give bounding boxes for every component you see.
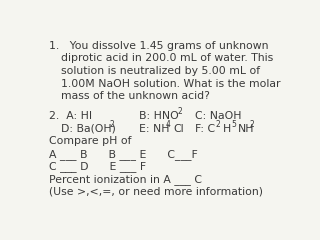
Text: 5: 5 (231, 120, 236, 129)
Text: Cl: Cl (173, 124, 184, 134)
Text: B: HNO: B: HNO (139, 111, 179, 121)
Text: F: C: F: C (195, 124, 215, 134)
Text: Percent ionization in A ___ C: Percent ionization in A ___ C (49, 174, 202, 185)
Text: C ___ D      E ___ F: C ___ D E ___ F (49, 161, 146, 172)
Text: 2: 2 (109, 120, 114, 129)
Text: NH: NH (238, 124, 255, 134)
Text: diprotic acid in 200.0 mL of water. This: diprotic acid in 200.0 mL of water. This (61, 53, 273, 63)
Text: H: H (223, 124, 231, 134)
Text: 2: 2 (249, 120, 254, 129)
Text: (Use >,<,=, or need more information): (Use >,<,=, or need more information) (49, 186, 263, 196)
Text: solution is neutralized by 5.00 mL of: solution is neutralized by 5.00 mL of (61, 66, 260, 76)
Text: 2: 2 (178, 107, 182, 116)
Text: C: NaOH: C: NaOH (188, 111, 242, 121)
Text: 4: 4 (166, 120, 171, 129)
Text: D: Ba(OH): D: Ba(OH) (61, 124, 116, 134)
Text: 2: 2 (216, 120, 220, 129)
Text: 1.00M NaOH solution. What is the molar: 1.00M NaOH solution. What is the molar (61, 78, 281, 89)
Text: Compare pH of: Compare pH of (49, 136, 131, 146)
Text: A ___ B      B ___ E      C___F: A ___ B B ___ E C___F (49, 149, 197, 160)
Text: E: NH: E: NH (139, 124, 170, 134)
Text: 2.  A: HI: 2. A: HI (49, 111, 92, 121)
Text: 1.   You dissolve 1.45 grams of unknown: 1. You dissolve 1.45 grams of unknown (49, 41, 268, 51)
Text: mass of the unknown acid?: mass of the unknown acid? (61, 91, 210, 101)
